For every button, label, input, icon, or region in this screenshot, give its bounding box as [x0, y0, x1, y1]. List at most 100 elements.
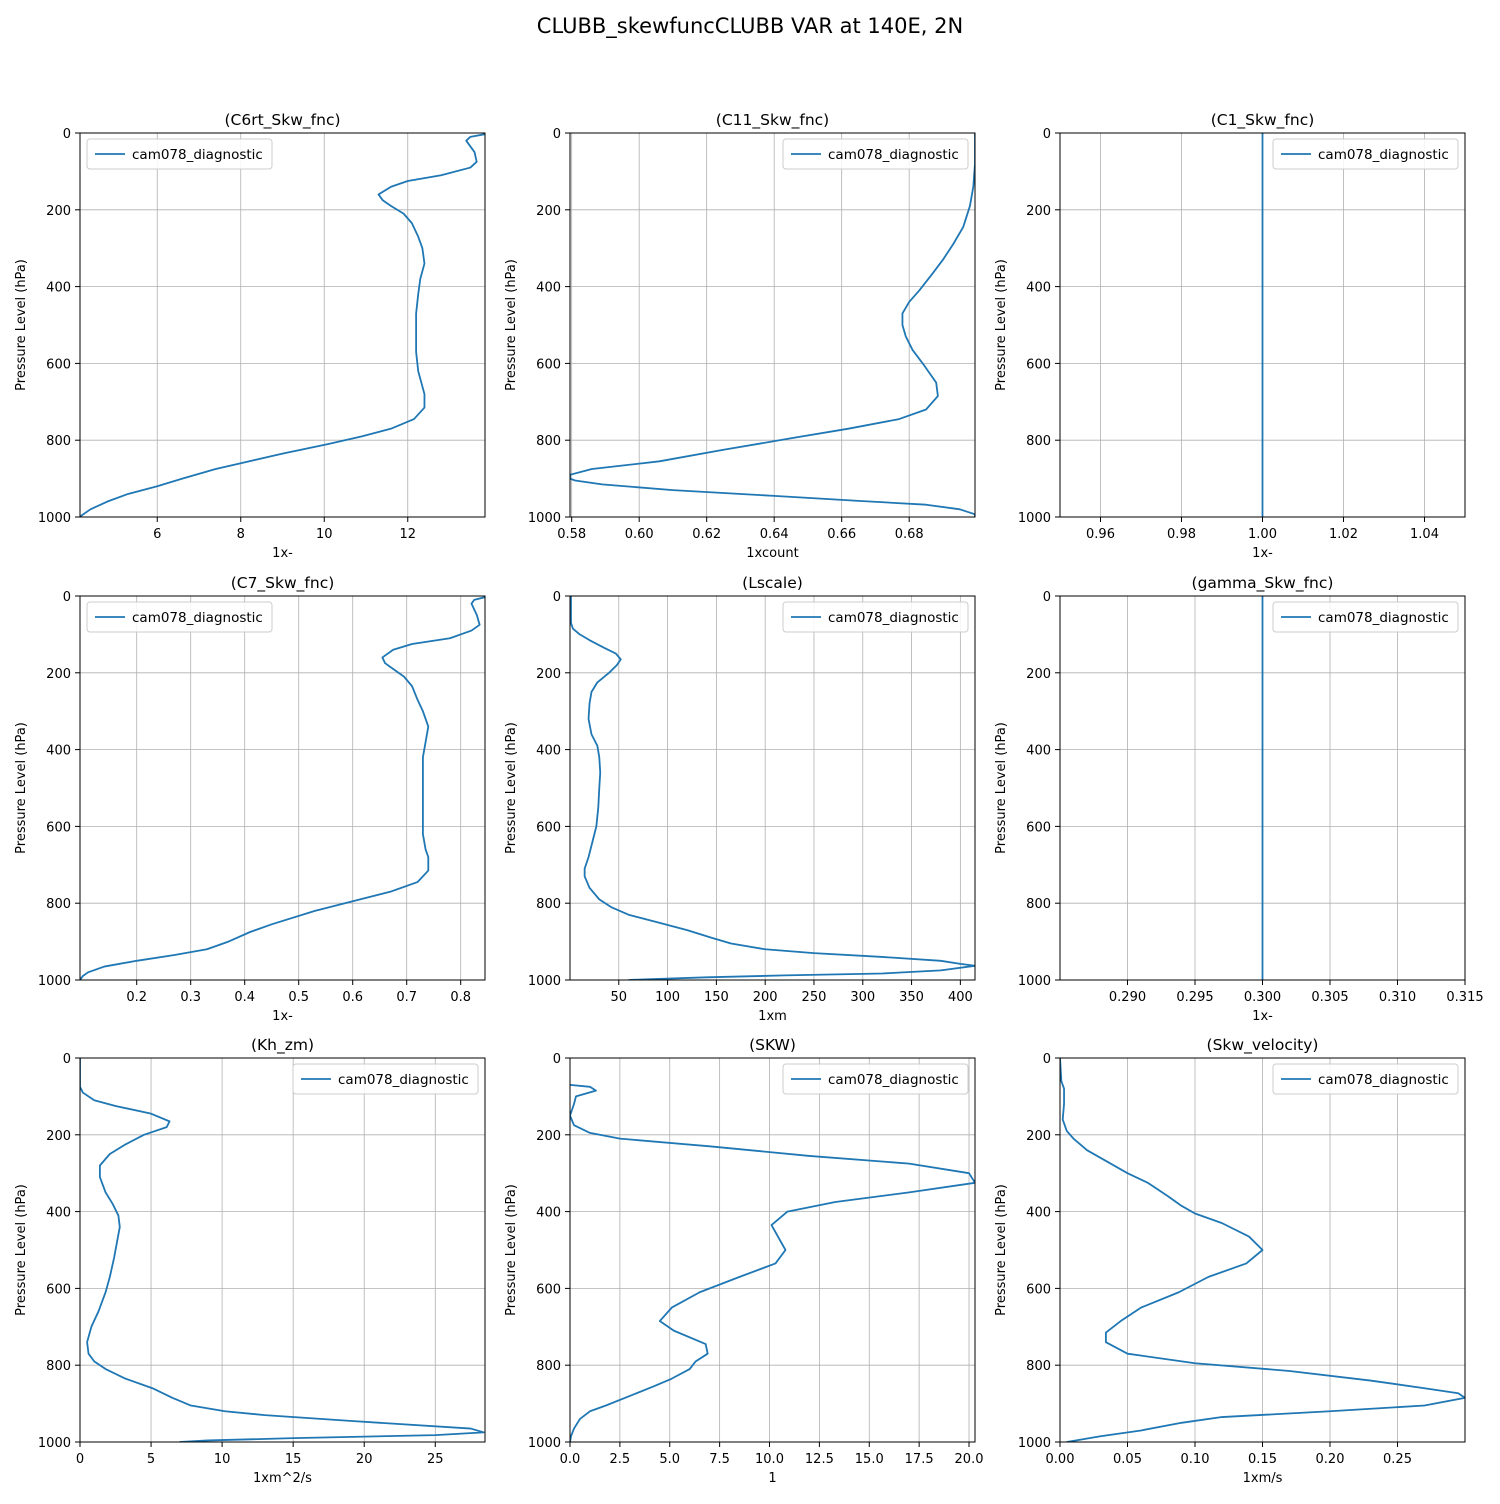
- y-tick-label: 0: [63, 1052, 71, 1067]
- y-tick-label: 600: [46, 357, 71, 372]
- y-tick-label: 200: [1026, 667, 1051, 682]
- y-tick-label: 800: [1026, 1359, 1051, 1374]
- y-tick-label: 600: [46, 820, 71, 835]
- x-tick-label: 10: [214, 1452, 231, 1467]
- series-line: [1060, 1058, 1465, 1442]
- y-tick-label: 200: [536, 204, 561, 219]
- x-tick-label: 0.4: [234, 990, 255, 1005]
- y-tick-label: 600: [1026, 1282, 1051, 1297]
- y-tick-label: 0: [63, 590, 71, 605]
- legend-box: [292, 1063, 479, 1095]
- legend: cam078_diagnostic: [782, 601, 969, 633]
- y-tick-label: 400: [46, 1206, 71, 1221]
- y-tick-label: 1000: [38, 511, 71, 526]
- x-tick-label: 0.58: [557, 527, 586, 542]
- subplot-6: 0.290 0.295 0.300 0.305 0.310 0.315 0 200 400 600…: [994, 574, 1484, 1024]
- x-tick-label: 0.300: [1244, 990, 1281, 1005]
- x-tick-label: 1.04: [1410, 527, 1439, 542]
- legend-box: [86, 138, 273, 170]
- axes-frame: [569, 595, 976, 981]
- y-tick-label: 600: [1026, 357, 1051, 372]
- y-tick-label: 600: [536, 1282, 561, 1297]
- legend-box: [782, 1063, 969, 1095]
- legend: cam078_diagnostic: [782, 1063, 969, 1095]
- legend: cam078_diagnostic: [1272, 138, 1459, 170]
- x-axis-label: 1x-: [1252, 1009, 1273, 1024]
- x-tick-label: 0.66: [827, 527, 856, 542]
- x-tick-label: 0.68: [895, 527, 924, 542]
- y-tick-label: 200: [1026, 204, 1051, 219]
- y-tick-label: 600: [536, 820, 561, 835]
- subplot-title: (C7_Skw_fnc): [231, 574, 335, 593]
- y-tick-label: 800: [536, 897, 561, 912]
- y-tick-label: 400: [536, 1206, 561, 1221]
- x-tick-label: 0.00: [1046, 1452, 1075, 1467]
- series-line: [570, 133, 975, 517]
- x-tick-label: 7.5: [709, 1452, 730, 1467]
- y-tick-label: 0: [553, 1052, 561, 1067]
- legend: cam078_diagnostic: [86, 138, 273, 170]
- x-tick-label: 5.0: [659, 1452, 680, 1467]
- legend-box: [1272, 601, 1459, 633]
- y-tick-label: 400: [1026, 1206, 1051, 1221]
- x-axis-label: 1xm: [758, 1009, 787, 1024]
- subplot-5: 50 100 150 200 250 300 350 400 0 200 400 600 800 1000…: [504, 574, 976, 1024]
- axes-frame: [569, 1057, 976, 1443]
- x-tick-label: 250: [802, 990, 827, 1005]
- x-tick-label: 350: [899, 990, 924, 1005]
- legend: cam078_diagnostic: [86, 601, 273, 633]
- y-tick-label: 800: [536, 434, 561, 449]
- x-tick-label: 0.5: [288, 990, 309, 1005]
- y-tick-label: 800: [1026, 897, 1051, 912]
- x-tick-label: 15: [285, 1452, 302, 1467]
- x-tick-label: 0.20: [1316, 1452, 1345, 1467]
- x-tick-label: 0.290: [1109, 990, 1146, 1005]
- axes-frame: [79, 595, 486, 981]
- x-tick-label: 0.8: [450, 990, 471, 1005]
- y-tick-label: 800: [1026, 434, 1051, 449]
- x-tick-label: 0.310: [1379, 990, 1416, 1005]
- x-tick-label: 0.2: [126, 990, 147, 1005]
- subplot-title: (SKW): [749, 1036, 796, 1054]
- y-axis-label: Pressure Level (hPa): [14, 1184, 29, 1316]
- y-tick-label: 1000: [1018, 1436, 1051, 1451]
- legend-label: cam078_diagnostic: [1318, 1072, 1449, 1088]
- x-axis-label: 1xm/s: [1243, 1471, 1283, 1486]
- y-tick-label: 600: [46, 1282, 71, 1297]
- y-tick-label: 0: [553, 590, 561, 605]
- legend: cam078_diagnostic: [1272, 601, 1459, 633]
- x-tick-label: 20: [356, 1452, 373, 1467]
- y-tick-label: 800: [46, 897, 71, 912]
- x-axis-label: 1x-: [1252, 546, 1273, 561]
- y-tick-label: 1000: [528, 974, 561, 989]
- y-tick-label: 0: [553, 127, 561, 142]
- y-axis-label: Pressure Level (hPa): [994, 259, 1009, 391]
- x-tick-label: 0.7: [396, 990, 417, 1005]
- legend: cam078_diagnostic: [782, 138, 969, 170]
- y-tick-label: 1000: [38, 974, 71, 989]
- x-tick-label: 0.10: [1181, 1452, 1210, 1467]
- x-tick-label: 10.0: [755, 1452, 784, 1467]
- x-tick-label: 0.98: [1167, 527, 1196, 542]
- legend-label: cam078_diagnostic: [828, 147, 959, 163]
- x-tick-label: 150: [704, 990, 729, 1005]
- x-tick-label: 0.3: [180, 990, 201, 1005]
- y-tick-label: 200: [46, 667, 71, 682]
- x-tick-label: 5: [147, 1452, 155, 1467]
- subplot-title: (C11_Skw_fnc): [716, 111, 829, 130]
- x-tick-label: 12: [399, 527, 416, 542]
- y-tick-label: 200: [536, 1129, 561, 1144]
- y-tick-label: 400: [1026, 281, 1051, 296]
- y-axis-label: Pressure Level (hPa): [994, 1184, 1009, 1316]
- y-tick-label: 1000: [528, 1436, 561, 1451]
- subplot-9: 0.00 0.05 0.10 0.15 0.20 0.25 0 200 400 600 800 100…: [994, 1036, 1466, 1486]
- x-tick-label: 0.25: [1383, 1452, 1412, 1467]
- x-tick-label: 8: [237, 527, 245, 542]
- axes-frame: [79, 132, 486, 518]
- y-tick-label: 0: [1043, 590, 1051, 605]
- x-axis-label: 1: [768, 1471, 776, 1486]
- series-line: [80, 1058, 485, 1442]
- x-tick-label: 300: [850, 990, 875, 1005]
- y-axis-label: Pressure Level (hPa): [994, 722, 1009, 854]
